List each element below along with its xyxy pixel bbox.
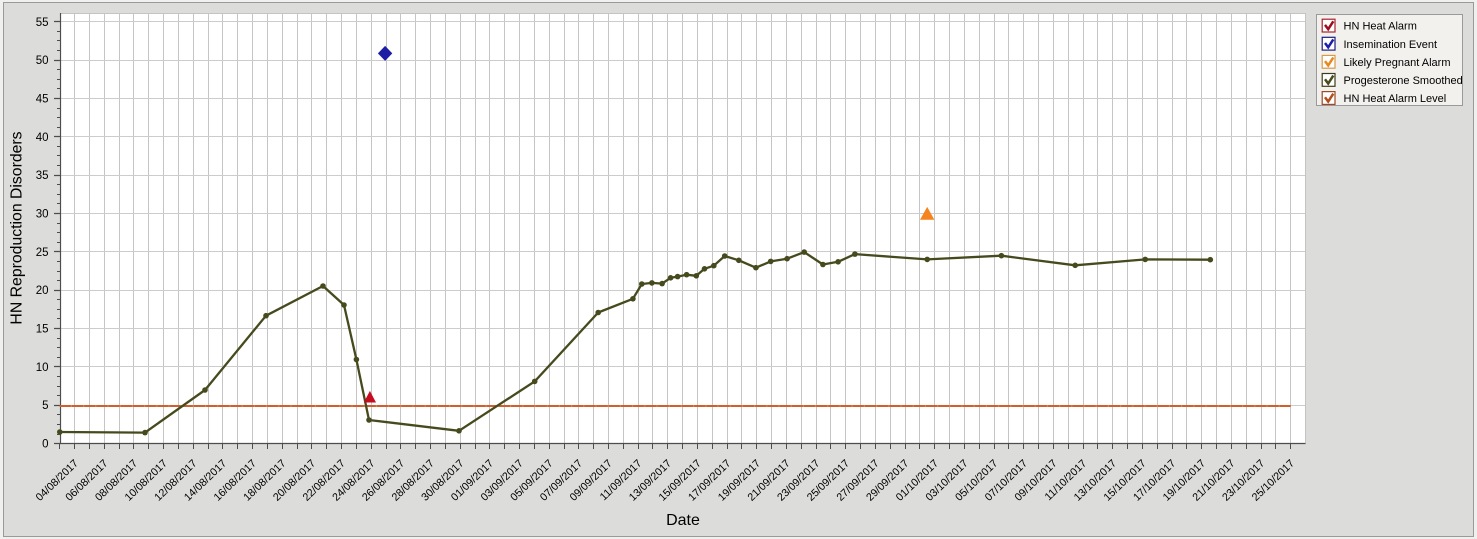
svg-text:Likely Pregnant Alarm: Likely Pregnant Alarm	[1344, 57, 1451, 69]
svg-text:45: 45	[36, 94, 49, 106]
svg-text:5: 5	[42, 400, 48, 412]
svg-text:Insemination Event: Insemination Event	[1344, 39, 1438, 51]
svg-text:55: 55	[36, 17, 49, 29]
svg-text:15: 15	[36, 324, 49, 336]
svg-text:25: 25	[36, 247, 49, 259]
svg-text:HN Reproduction Disorders: HN Reproduction Disorders	[8, 131, 25, 324]
svg-text:30: 30	[36, 209, 49, 221]
svg-text:HN Heat Alarm Level: HN Heat Alarm Level	[1344, 93, 1447, 105]
svg-text:35: 35	[36, 170, 49, 182]
svg-text:20: 20	[36, 285, 49, 297]
svg-text:HN Heat Alarm: HN Heat Alarm	[1344, 21, 1417, 33]
svg-text:Date: Date	[666, 512, 700, 529]
svg-text:40: 40	[36, 132, 49, 144]
svg-text:50: 50	[36, 55, 49, 67]
svg-text:10: 10	[36, 362, 49, 374]
svg-text:0: 0	[42, 439, 48, 451]
svg-text:Progesterone Smoothed: Progesterone Smoothed	[1344, 75, 1463, 87]
